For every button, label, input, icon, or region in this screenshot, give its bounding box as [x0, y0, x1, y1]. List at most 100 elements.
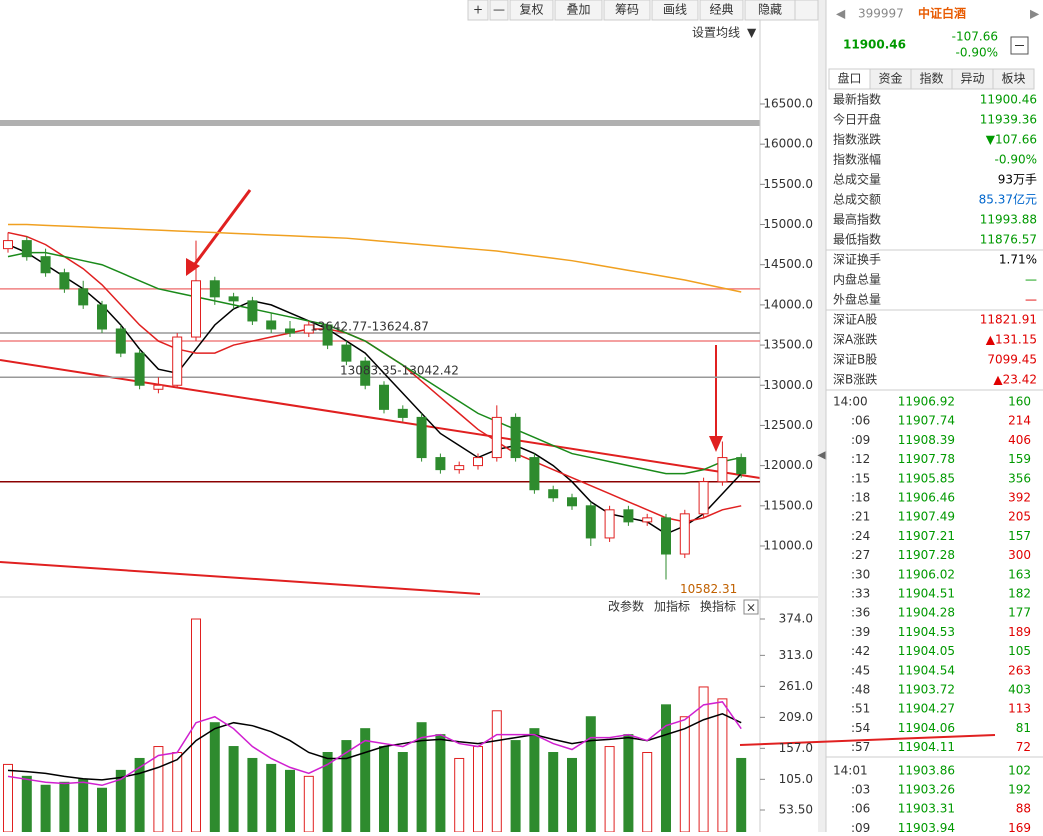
quote-label: 深A涨跌	[833, 332, 877, 347]
indicator-button[interactable]: 换指标	[700, 599, 736, 614]
toolbar-button[interactable]	[651, 0, 699, 21]
candle-body	[115, 328, 126, 354]
volume-bar	[209, 722, 220, 833]
tick-price: 11907.28	[898, 548, 955, 562]
tick-time: :51	[851, 702, 870, 716]
candle-body	[360, 360, 371, 386]
quote-value: 11876.57	[980, 233, 1037, 247]
toolbar-label[interactable]: 复权	[519, 3, 543, 17]
tick-volume: 214	[1008, 414, 1031, 428]
tick-volume: 157	[1008, 529, 1031, 543]
tick-price: 11908.39	[898, 433, 955, 447]
volume-bar	[548, 752, 559, 833]
tick-time: :15	[851, 471, 870, 485]
tick-volume: 88	[1016, 802, 1031, 816]
tick-volume: 169	[1008, 821, 1031, 832]
candle-body	[341, 344, 352, 362]
tick-time: :18	[851, 491, 870, 505]
toolbar-button[interactable]	[489, 0, 509, 21]
volume-bar	[397, 752, 408, 833]
tick-volume: 189	[1008, 625, 1031, 639]
tick-time: :36	[851, 606, 870, 620]
candle-body	[491, 416, 502, 459]
quote-value: 11939.36	[980, 113, 1037, 127]
toolbar-label[interactable]: —	[493, 3, 505, 17]
tick-price: 11903.86	[898, 763, 955, 777]
toolbar-button[interactable]	[603, 0, 651, 21]
tick-time: :09	[851, 433, 870, 447]
tab[interactable]	[992, 68, 1035, 90]
close-icon[interactable]: ×	[746, 601, 756, 615]
y-tick-label: 13500.0	[763, 338, 813, 352]
tick-time: :48	[851, 683, 870, 697]
volume-bar	[3, 763, 13, 833]
y-tick-label: 14500.0	[763, 257, 813, 271]
toolbar-label[interactable]: 设置均线	[692, 26, 740, 40]
tab-label[interactable]: 指数	[919, 71, 943, 86]
tick-volume: 192	[1008, 783, 1031, 797]
toolbar-button[interactable]	[699, 0, 744, 21]
y-tick-label: 157.0	[779, 741, 813, 755]
tick-time: :39	[851, 625, 870, 639]
toolbar-button[interactable]	[554, 0, 603, 21]
volume-bar	[717, 698, 728, 833]
nav-arrow[interactable]: ▶	[1030, 7, 1040, 21]
volume-bar	[604, 746, 615, 833]
nav-arrow[interactable]: ◀	[836, 7, 846, 21]
volume-bar	[191, 618, 201, 833]
toolbar-label[interactable]: +	[473, 3, 483, 17]
stock-code: 399997	[858, 7, 904, 21]
tab-label[interactable]: 板块	[1001, 72, 1025, 86]
y-tick-label: 11500.0	[763, 498, 813, 512]
candle-body	[604, 509, 615, 539]
tick-volume: 392	[1008, 491, 1031, 505]
trend-line	[0, 561, 481, 595]
candle-body	[266, 320, 277, 330]
quote-value: 7099.45	[987, 353, 1037, 367]
candle-body	[623, 509, 634, 523]
candle-body	[661, 517, 671, 555]
tick-price: 11904.53	[898, 625, 955, 639]
volume-bar	[435, 734, 446, 833]
toolbar-button[interactable]	[467, 0, 489, 21]
tab-label[interactable]: 资金	[878, 71, 902, 86]
tick-volume: 105	[1008, 644, 1031, 658]
quote-label: 深B涨跌	[833, 372, 877, 387]
volume-bar	[642, 752, 653, 833]
close-button[interactable]	[743, 599, 759, 615]
candle-body	[97, 304, 107, 330]
tab-label[interactable]: 盘口	[837, 71, 861, 86]
toolbar-label[interactable]: 筹码	[615, 3, 639, 17]
toolbar-button[interactable]	[509, 0, 554, 21]
quote-value: ▲131.15	[986, 333, 1037, 347]
tick-price: 11907.74	[898, 414, 955, 428]
volume-bar	[40, 784, 51, 833]
y-tick-label: 14000.0	[763, 297, 813, 311]
quote-label: 外盘总量	[833, 292, 881, 307]
quote-value: —	[1025, 293, 1037, 307]
candle-body	[21, 240, 32, 258]
tick-time: :30	[851, 567, 870, 581]
stock-name: 中证白酒	[918, 6, 966, 21]
y-tick-label: 313.0	[779, 648, 813, 662]
splitter-arrow[interactable]: ◀	[817, 448, 827, 462]
candle-body	[209, 280, 220, 298]
indicator-button[interactable]: 改参数	[608, 599, 644, 614]
candle-body	[285, 328, 295, 334]
toolbar-button[interactable]	[794, 0, 819, 21]
candle-body	[679, 513, 690, 555]
y-tick-label: 53.50	[779, 803, 813, 817]
toolbar-label[interactable]: 叠加	[566, 3, 590, 17]
annotation: 10582.31	[680, 582, 737, 596]
dropdown-arrow: ▼	[747, 26, 757, 40]
tab-label[interactable]: 异动	[960, 72, 984, 86]
quote-label: 内盘总量	[833, 272, 881, 287]
candle-body	[642, 517, 653, 523]
toolbar-label[interactable]: 隐藏	[758, 3, 782, 17]
indicator-button[interactable]: 加指标	[654, 599, 690, 614]
toolbar-label[interactable]: 画线	[663, 3, 687, 17]
toolbar-label[interactable]: 经典	[709, 3, 733, 17]
volume-bar	[21, 775, 32, 833]
